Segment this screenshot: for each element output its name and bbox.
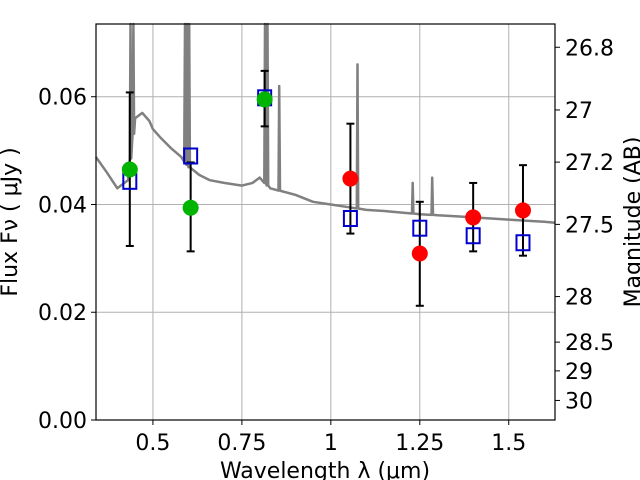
y2-ticks: 26.8 27 27.2 27.5 28 28.5 29 30 <box>555 36 614 414</box>
y2-tick-label: 30 <box>565 389 593 414</box>
y-tick-label: 0.06 <box>38 86 87 111</box>
y2-tick-label: 28 <box>565 286 593 311</box>
model-spectrum <box>94 22 556 225</box>
x-ticks: 0.5 0.75 1 1.25 1.5 <box>135 420 526 456</box>
x-axis-label: Wavelength λ (μm) <box>220 459 430 480</box>
markers <box>121 89 531 262</box>
x-tick-label: 1.5 <box>491 431 526 456</box>
x-tick-label: 1 <box>324 431 338 456</box>
y-ticks: 0.00 0.02 0.04 0.06 <box>38 86 96 434</box>
y2-tick-label: 26.8 <box>565 36 614 61</box>
y2-tick-label: 29 <box>565 360 593 385</box>
data-point-square <box>515 234 531 252</box>
y2-axis-label: Magnitude (AB) <box>621 137 640 308</box>
y-tick-label: 0.02 <box>38 301 87 326</box>
data-point-square <box>342 209 358 227</box>
y-tick-label: 0.00 <box>38 409 87 434</box>
data-point-circle <box>411 245 428 262</box>
data-point-circle <box>182 199 199 216</box>
data-point-circle <box>121 161 138 178</box>
model-spectrum-line <box>94 22 556 225</box>
data-point-circle <box>256 91 273 108</box>
y-tick-label: 0.04 <box>38 193 87 218</box>
data-point-square <box>412 219 428 237</box>
data-point-square <box>183 147 199 165</box>
data-point-square <box>465 227 481 245</box>
y2-tick-label: 28.5 <box>565 331 614 356</box>
x-tick-label: 1.25 <box>395 431 444 456</box>
data-point-circle <box>514 202 531 219</box>
x-tick-label: 0.75 <box>217 431 266 456</box>
data-point-circle <box>465 209 482 226</box>
data-point-circle <box>342 170 359 187</box>
plot-frame <box>95 23 556 421</box>
y2-tick-label: 27.2 <box>565 151 614 176</box>
grid <box>96 24 555 420</box>
y2-tick-label: 27.5 <box>565 213 614 238</box>
x-tick-label: 0.5 <box>135 431 170 456</box>
y2-tick-label: 27 <box>565 99 593 124</box>
y-axis-label: Flux Fν ( μJy ) <box>0 147 23 296</box>
